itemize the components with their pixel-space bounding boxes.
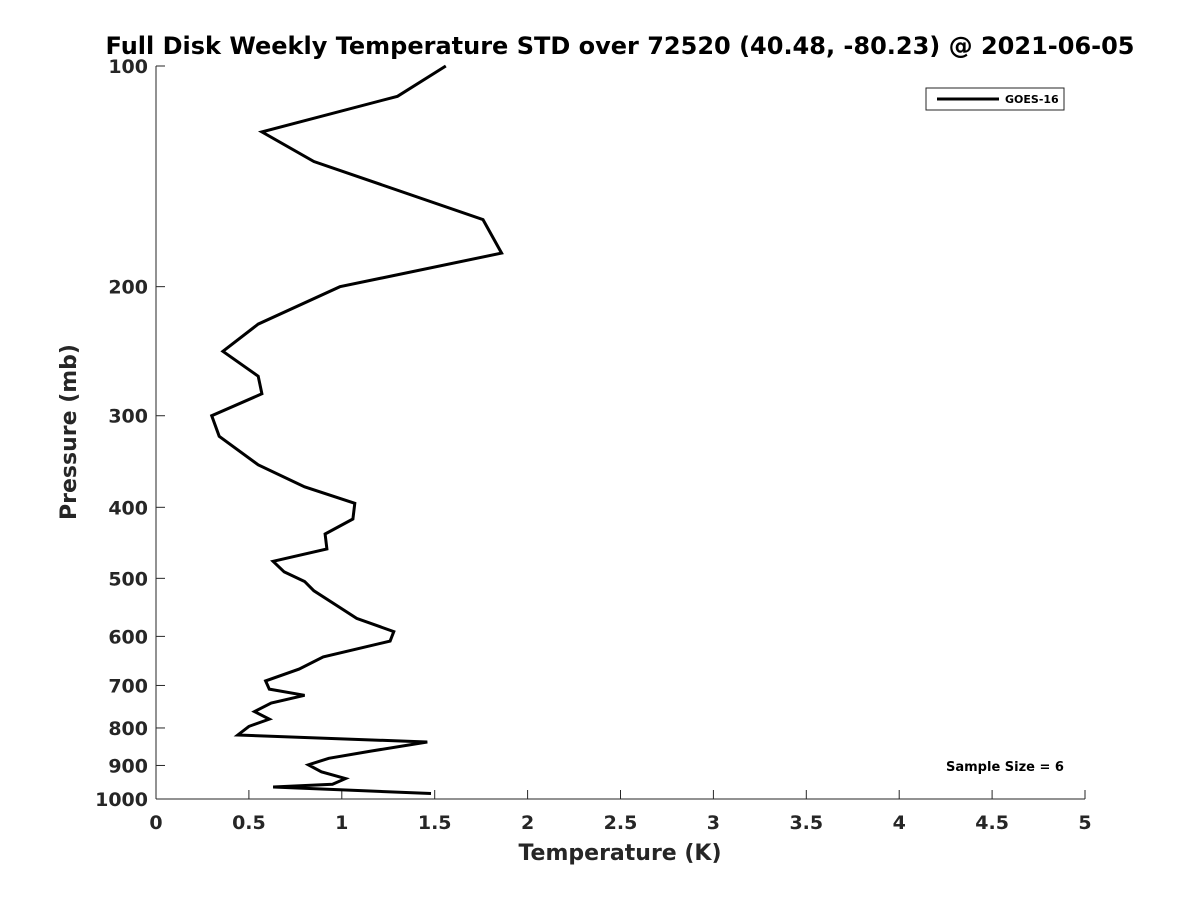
y-tick-label: 400 (108, 497, 148, 519)
y-tick-label: 800 (108, 718, 148, 740)
y-tick-label: 700 (108, 675, 148, 697)
x-tick-label: 5 (1078, 812, 1091, 834)
y-tick-label: 300 (108, 406, 148, 428)
x-tick-label: 0.5 (232, 812, 266, 834)
legend: GOES-16 (925, 87, 1065, 111)
x-axis-ticks: 0 0.5 1 1.5 2 2.5 3 3.5 4 4.5 5 (149, 790, 1092, 834)
sample-size-annotation: Sample Size = 6 (946, 760, 1064, 775)
y-tick-label: 1000 (95, 789, 148, 811)
x-tick-label: 2 (521, 812, 534, 834)
x-tick-label: 3 (707, 812, 720, 834)
y-tick-label: 600 (108, 626, 148, 648)
y-axis-label: Pressure (mb) (57, 344, 82, 520)
series-layer (209, 64, 504, 795)
plot-area (156, 66, 1085, 799)
x-tick-label: 3.5 (789, 812, 823, 834)
x-tick-label: 2.5 (604, 812, 638, 834)
x-tick-label: 1 (335, 812, 348, 834)
x-axis-label: Temperature (K) (518, 841, 721, 866)
y-tick-label: 200 (108, 277, 148, 299)
legend-label: GOES-16 (1005, 93, 1059, 106)
y-axis-ticks: 100 200 300 400 500 600 700 800 900 1000 (95, 56, 165, 811)
series-line-0 (209, 64, 504, 795)
y-tick-label: 900 (108, 755, 148, 777)
y-tick-label: 500 (108, 568, 148, 590)
x-tick-label: 4.5 (975, 812, 1009, 834)
x-tick-label: 1.5 (418, 812, 452, 834)
chart-title: Full Disk Weekly Temperature STD over 72… (106, 32, 1135, 60)
y-tick-label: 100 (108, 56, 148, 78)
x-tick-label: 0 (149, 812, 162, 834)
x-tick-label: 4 (893, 812, 906, 834)
